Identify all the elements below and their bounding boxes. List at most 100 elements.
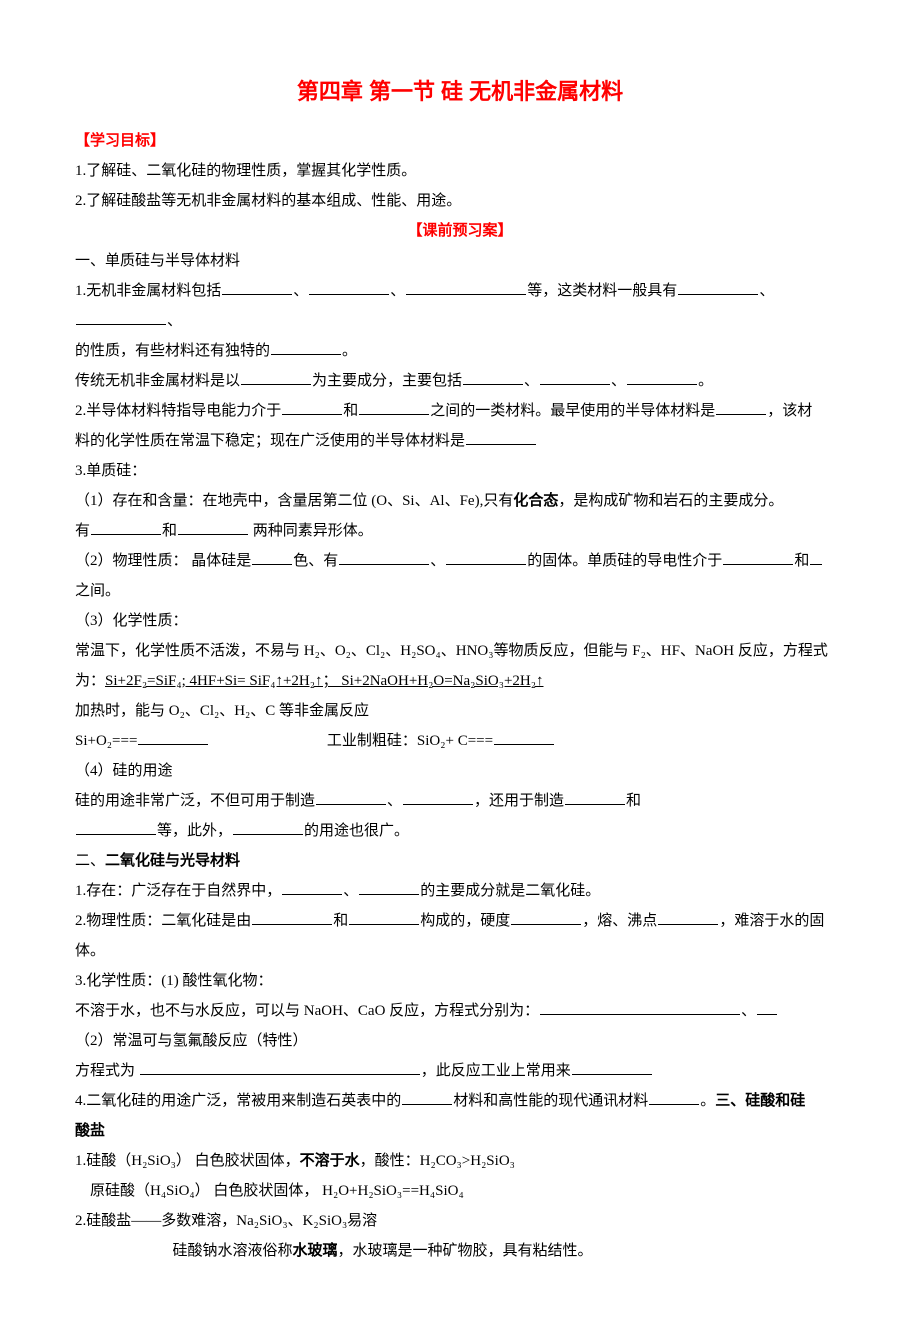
s1-3-2-line2: 之间。 [75, 576, 845, 606]
text: Si+O₂=== [75, 733, 137, 749]
s1-3-1-line1: （1）存在和含量：在地壳中，含量居第二位 (O、Si、Al、Fe),只有化合态，… [75, 486, 845, 516]
s1-item3: 3.单质硅： [75, 456, 845, 486]
blank [658, 909, 718, 925]
text: 硅酸钠水溶液俗称 [173, 1243, 293, 1259]
s2-3a: 不溶于水，也不与水反应，可以与 NaOH、CaO 反应，方程式分别为：、 [75, 996, 845, 1026]
text: 4.二氧化硅的用途广泛，常被用来制造石英表中的 [75, 1093, 401, 1109]
text: 为： [75, 673, 105, 689]
s1-item1-line2: 的性质，有些材料还有独特的。 [75, 336, 845, 366]
text: 的用途也很广。 [304, 823, 409, 839]
text: 方程式为 [75, 1063, 139, 1079]
goal-1: 1.了解硅、二氧化硅的物理性质，掌握其化学性质。 [75, 156, 845, 186]
s1-item1-line1: 1.无机非金属材料包括、、等，这类材料一般具有、、 [75, 276, 845, 336]
s1-3-3c: 加热时，能与 O₂、Cl₂、H₂、C 等非金属反应 [75, 696, 845, 726]
blank [233, 819, 303, 835]
text: ，该材 [767, 403, 812, 419]
equation-underlined: Si+2F₂=SiF₄; 4HF+Si= SiF₄↑+2H₂↑； Si+2NaO… [105, 673, 543, 689]
text: ，酸性：H₂CO₃>H₂SiO₃ [360, 1153, 515, 1169]
blank [339, 549, 429, 565]
text: 不溶于水，也不与水反应，可以与 NaOH、CaO 反应，方程式分别为： [75, 1003, 539, 1019]
s3-title-inline: 三、硅酸和硅 [715, 1093, 805, 1109]
text: 等，此外， [157, 823, 232, 839]
text-bold: 水玻璃 [293, 1243, 338, 1259]
blank [76, 819, 156, 835]
blank [91, 519, 161, 535]
s2-3: 3.化学性质：(1) 酸性氧化物： [75, 966, 845, 996]
blank [241, 369, 311, 385]
s2-title-bold: 二氧化硅与光导材料 [105, 853, 240, 869]
blank [282, 879, 342, 895]
s1-3-4-line2: 等，此外， 的用途也很广。 [75, 816, 845, 846]
blank [723, 549, 793, 565]
blank [540, 369, 610, 385]
text: 料的化学性质在常温下稳定；现在广泛使用的半导体材料是 [75, 433, 465, 449]
text: ，还用于制造 [474, 793, 564, 809]
blank [349, 909, 419, 925]
text: 和 [333, 913, 348, 929]
text: ，难溶于水的固 [719, 913, 824, 929]
blank [140, 1059, 420, 1075]
s2-3b: （2）常温可与氢氟酸反应（特性） [75, 1026, 845, 1056]
text: 和 [794, 553, 809, 569]
text-bold: 化合态 [513, 493, 558, 509]
text: ，熔、沸点 [582, 913, 657, 929]
s1-3-3: （3）化学性质： [75, 606, 845, 636]
s3-title-line2: 酸盐 [75, 1116, 845, 1146]
text: 。 [700, 1093, 715, 1109]
blank [403, 789, 473, 805]
text: 的固体。单质硅的导电性介于 [527, 553, 722, 569]
text: 常温下，化学性质不活泼，不易与 H₂、O₂、Cl₂、H₂SO₄、HNO₃等物质反… [75, 643, 828, 659]
blank [222, 279, 292, 295]
document-title: 第四章 第一节 硅 无机非金属材料 [75, 70, 845, 114]
blank [316, 789, 386, 805]
s1-3-4-line1: 硅的用途非常广泛，不但可用于制造、，还用于制造和 [75, 786, 845, 816]
s2-4: 4.二氧化硅的用途广泛，常被用来制造石英表中的 材料和高性能的现代通讯材料 。三、硅… [75, 1086, 845, 1116]
blank [494, 729, 554, 745]
blank [359, 399, 429, 415]
blank [271, 339, 341, 355]
s1-3-4: （4）硅的用途 [75, 756, 845, 786]
s3-2b: 硅酸钠水溶液俗称水玻璃，水玻璃是一种矿物胶，具有粘结性。 [75, 1236, 845, 1266]
s1-3-3d: Si+O₂=== 工业制粗硅：SiO₂+ C=== [75, 726, 845, 756]
blank [572, 1059, 652, 1075]
s1-item2-line2: 料的化学性质在常温下稳定；现在广泛使用的半导体材料是 [75, 426, 845, 456]
blank [406, 279, 526, 295]
text: 材料和高性能的现代通讯材料 [453, 1093, 648, 1109]
blank [565, 789, 625, 805]
blank [810, 549, 822, 565]
text: 和 [626, 793, 641, 809]
text: 1.硅酸（H₂SiO₃） 白色胶状固体， [75, 1153, 300, 1169]
blank [463, 369, 523, 385]
text: 之间的一类材料。最早使用的半导体材料是 [430, 403, 715, 419]
blank [359, 879, 419, 895]
blank [282, 399, 342, 415]
text: 工业制粗硅：SiO₂+ C=== [327, 733, 493, 749]
s2-3c: 方程式为 ，此反应工业上常用来 [75, 1056, 845, 1086]
blank [511, 909, 581, 925]
s1-traditional: 传统无机非金属材料是以为主要成分，主要包括、、。 [75, 366, 845, 396]
blank [757, 999, 777, 1015]
blank [466, 429, 536, 445]
blank [402, 1089, 452, 1105]
text: 1.无机非金属材料包括 [75, 283, 221, 299]
s1-3-1-line2: 有和 两种同素异形体。 [75, 516, 845, 546]
s1-3-2-line1: （2）物理性质： 晶体硅是色、有、的固体。单质硅的导电性介于和 [75, 546, 845, 576]
blank [649, 1089, 699, 1105]
text: 2.物理性质：二氧化硅是由 [75, 913, 251, 929]
blank [76, 309, 166, 325]
s2-2-line1: 2.物理性质：二氧化硅是由和构成的，硬度，熔、沸点，难溶于水的固 [75, 906, 845, 936]
text: 为主要成分，主要包括 [312, 373, 462, 389]
text: 两种同素异形体。 [249, 523, 373, 539]
section-2-title: 二、二氧化硅与光导材料 [75, 846, 845, 876]
s3-1c: 原硅酸（H₄SiO₄） 白色胶状固体， H₂O+H₂SiO₃==H₄SiO₄ [75, 1176, 845, 1206]
blank [252, 549, 292, 565]
blank [678, 279, 758, 295]
s2-1: 1.存在：广泛存在于自然界中，、的主要成分就是二氧化硅。 [75, 876, 845, 906]
s2-2-line2: 体。 [75, 936, 845, 966]
preview-header: 【课前预习案】 [75, 216, 845, 246]
text: 的主要成分就是二氧化硅。 [420, 883, 600, 899]
blank [716, 399, 766, 415]
s1-3-3b: 为：Si+2F₂=SiF₄; 4HF+Si= SiF₄↑+2H₂↑； Si+2N… [75, 666, 845, 696]
goals-header: 【学习目标】 [75, 133, 165, 149]
text: ，此反应工业上常用来 [421, 1063, 571, 1079]
